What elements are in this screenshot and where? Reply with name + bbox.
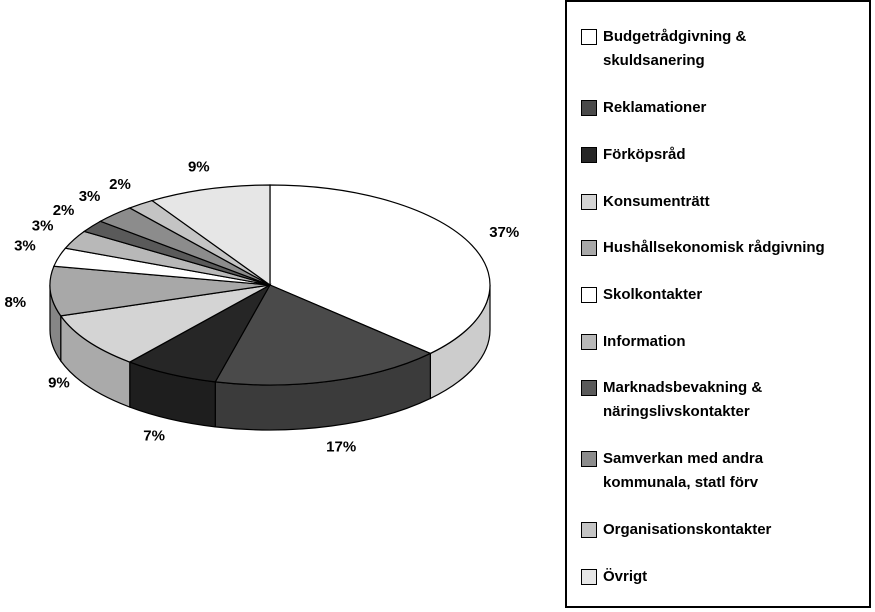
legend-swatch [581, 286, 597, 303]
legend-swatch [581, 521, 597, 538]
legend-label: Samverkan med andra kommunala, statl för… [603, 450, 764, 492]
slice [49, 265, 271, 317]
legend-item: Samverkan med andra kommunala, statl för… [581, 447, 869, 495]
slice [59, 284, 271, 363]
value-label: 2% [53, 202, 75, 219]
value-label: 3% [14, 238, 36, 255]
legend-swatch [581, 240, 597, 257]
legend-label: Hushållsekonomisk rådgivning [603, 239, 825, 257]
value-label: 9% [48, 374, 70, 391]
legend-swatch [581, 451, 597, 468]
legend-item: Hushållsekonomisk rådgivning [581, 236, 869, 260]
value-label: 3% [32, 217, 54, 234]
legend-item: Marknadsbevakning & näringslivskontakter [581, 376, 869, 424]
legend-item: Skolkontakter [581, 283, 869, 307]
legend-swatch [581, 333, 597, 350]
legend-label: Information [603, 332, 686, 350]
slice [150, 184, 271, 287]
value-label: 37% [489, 224, 519, 241]
legend-label: Budgetrådgivning & skuldsanering [603, 28, 747, 70]
value-label: 8% [4, 294, 26, 311]
legend-swatch [581, 193, 597, 210]
value-label: 17% [326, 439, 356, 456]
value-label: 3% [79, 188, 101, 205]
value-label: 2% [109, 176, 131, 193]
legend-label: Skolkontakter [603, 285, 703, 303]
legend-swatch [581, 29, 597, 46]
legend-label: Reklamationer [603, 99, 707, 117]
legend-label: Marknadsbevakning & näringslivskontakter [603, 379, 763, 421]
legend-item: Konsumenträtt [581, 190, 869, 214]
legend-label: Förköpsråd [603, 145, 686, 163]
legend-item: Information [581, 330, 869, 354]
legend-label: Organisationskontakter [603, 520, 772, 538]
legend-swatch [581, 100, 597, 117]
legend-item: Organisationskontakter [581, 518, 869, 542]
legend-swatch [581, 568, 597, 585]
value-label: 9% [188, 159, 210, 176]
legend-label: Konsumenträtt [603, 192, 710, 210]
legend-label: Övrigt [603, 567, 648, 585]
slice [269, 184, 491, 355]
legend-item: Budgetrådgivning & skuldsanering [581, 25, 869, 73]
legend-swatch [581, 380, 597, 397]
slice [214, 284, 432, 386]
legend-item: Förköpsråd [581, 143, 869, 167]
value-label: 7% [143, 427, 165, 444]
chart: 37%17%7%9%8%3%3%2%3%2%9% [4, 159, 519, 456]
legend-item: Övrigt [581, 565, 869, 589]
legend-swatch [581, 146, 597, 163]
legend-item: Reklamationer [581, 96, 869, 120]
legend: Budgetrådgivning & skuldsanering Reklamat… [565, 0, 871, 608]
